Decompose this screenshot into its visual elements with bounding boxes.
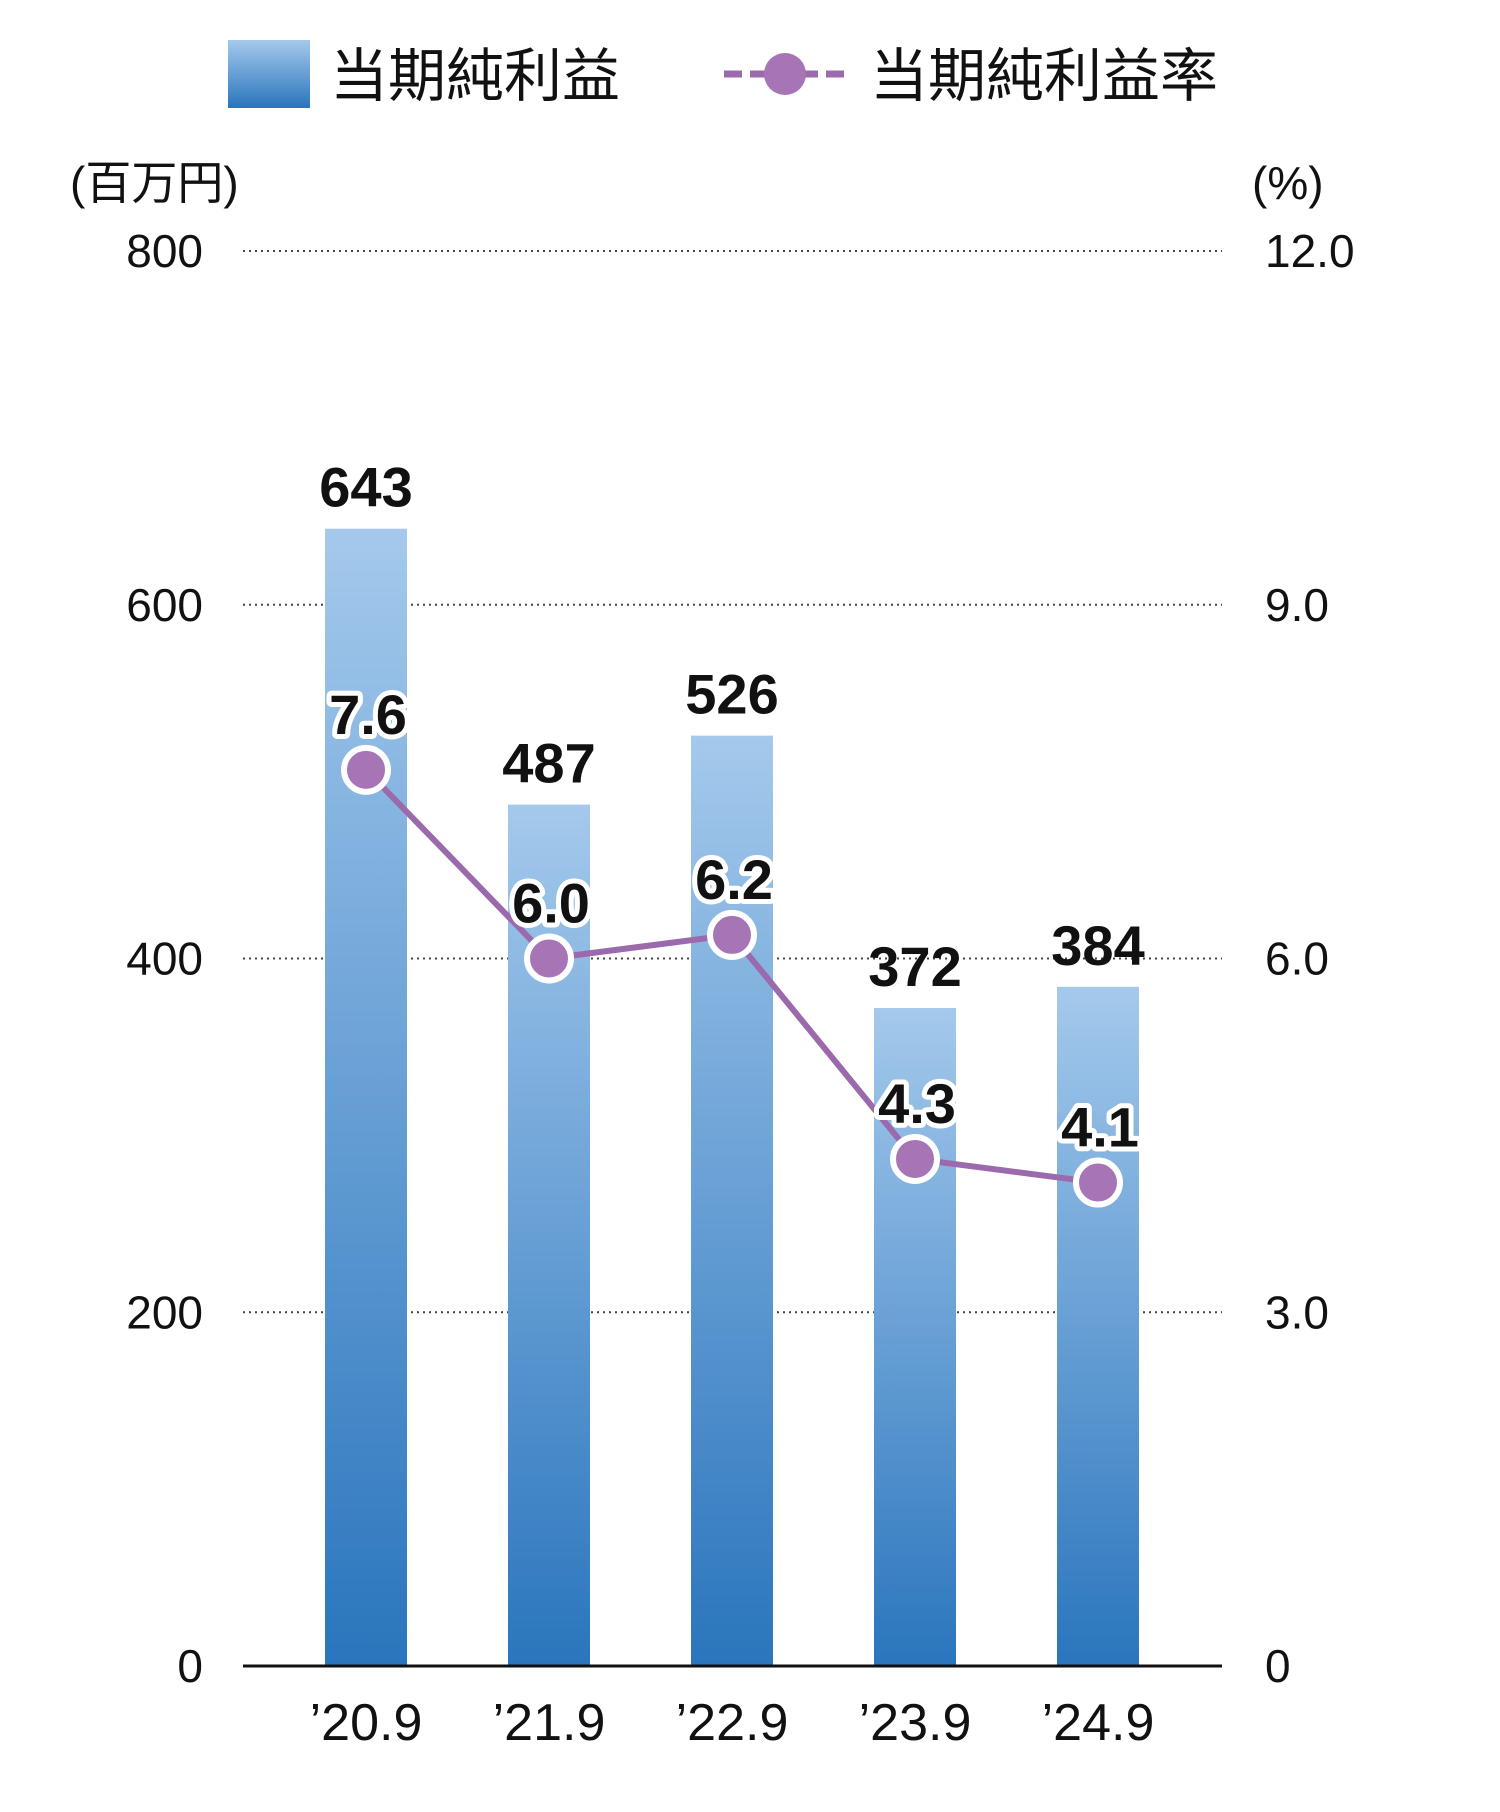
bar-series xyxy=(325,528,1139,1666)
line-value-label: 7.6 xyxy=(329,683,407,746)
left-tick-label: 800 xyxy=(126,225,203,277)
line-series xyxy=(341,744,1123,1208)
x-category-label: ’24.9 xyxy=(1042,1694,1155,1752)
legend-bar-label: 当期純利益 xyxy=(330,42,620,110)
bar-value-label: 643 xyxy=(319,456,412,519)
x-axis-categories: ’20.9 ’21.9 ’22.9 ’23.9 ’24.9 xyxy=(310,1694,1155,1752)
bar xyxy=(325,528,407,1666)
bar-value-label: 372 xyxy=(868,935,961,998)
bar xyxy=(691,735,773,1666)
x-category-label: ’23.9 xyxy=(859,1694,972,1752)
right-tick-label: 0 xyxy=(1265,1640,1291,1692)
x-category-label: ’20.9 xyxy=(310,1694,423,1752)
left-tick-label: 400 xyxy=(126,933,203,985)
legend-bar-swatch xyxy=(228,40,310,108)
right-tick-label: 3.0 xyxy=(1265,1286,1329,1338)
line-value-label: 6.0 xyxy=(512,872,590,935)
bar xyxy=(874,1008,956,1666)
bar-value-label: 384 xyxy=(1051,914,1144,977)
line-value-label: 4.3 xyxy=(878,1072,956,1135)
line-marker xyxy=(890,1133,940,1184)
line-marker xyxy=(524,933,574,984)
left-tick-label: 600 xyxy=(126,579,203,631)
line-value-label: 4.1 xyxy=(1061,1096,1139,1159)
legend: 当期純利益 当期純利益率 xyxy=(228,40,1218,110)
line-marker xyxy=(707,909,757,960)
bar xyxy=(1057,986,1139,1666)
right-tick-label: 6.0 xyxy=(1265,933,1329,985)
left-tick-label: 200 xyxy=(126,1286,203,1338)
right-tick-label: 9.0 xyxy=(1265,579,1329,631)
right-tick-label: 12.0 xyxy=(1265,225,1355,277)
data-labels: 643 487 526 372 384 7.6 6.0 6.2 4.3 4.1 xyxy=(319,456,1144,1164)
legend-line-marker xyxy=(764,53,806,95)
legend-line-label: 当期純利益率 xyxy=(870,42,1218,110)
x-category-label: ’22.9 xyxy=(676,1694,789,1752)
left-axis-unit: (百万円) xyxy=(70,157,239,209)
line-marker xyxy=(341,744,391,795)
bar-value-label: 526 xyxy=(685,663,778,726)
left-tick-label: 0 xyxy=(177,1640,203,1692)
line-marker xyxy=(1073,1157,1123,1208)
right-axis-unit: (%) xyxy=(1252,157,1324,209)
line-value-label: 6.2 xyxy=(695,848,773,911)
x-category-label: ’21.9 xyxy=(493,1694,606,1752)
bar-value-label: 487 xyxy=(502,732,595,795)
axis-ticks: 0 200 400 600 800 0 3.0 6.0 9.0 12.0 xyxy=(126,225,1354,1692)
